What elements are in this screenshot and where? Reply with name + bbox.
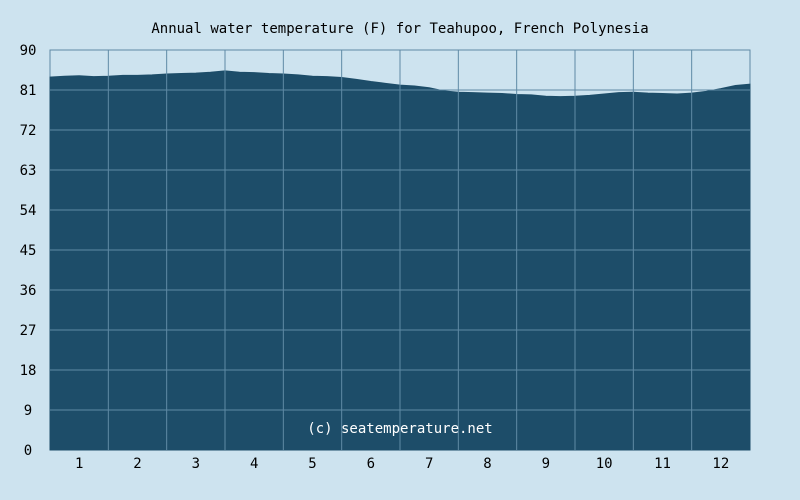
x-tick-label: 7 [425, 456, 433, 472]
x-tick-label: 6 [367, 456, 375, 472]
x-tick-label: 12 [712, 456, 729, 472]
plot-area [49, 49, 751, 451]
x-axis: 1 2 3 4 5 6 7 8 9 10 11 12 [75, 456, 729, 472]
x-tick-label: 9 [542, 456, 550, 472]
y-tick-label: 54 [20, 203, 37, 219]
y-tick-label: 27 [20, 323, 37, 339]
y-tick-label: 63 [20, 163, 37, 179]
y-tick-label: 81 [20, 83, 37, 99]
x-tick-label: 8 [483, 456, 491, 472]
x-tick-label: 3 [192, 456, 200, 472]
y-axis: 0 9 18 27 36 45 54 63 72 81 90 [20, 43, 37, 459]
x-tick-label: 10 [596, 456, 613, 472]
y-tick-label: 90 [20, 43, 37, 59]
chart-title: Annual water temperature (F) for Teahupo… [151, 21, 648, 37]
x-tick-label: 2 [133, 456, 141, 472]
x-tick-label: 4 [250, 456, 258, 472]
y-tick-label: 72 [20, 123, 37, 139]
y-tick-label: 45 [20, 243, 37, 259]
x-tick-label: 5 [308, 456, 316, 472]
x-tick-label: 11 [654, 456, 671, 472]
x-tick-label: 1 [75, 456, 83, 472]
watermark-text: (c) seatemperature.net [307, 421, 492, 437]
y-tick-label: 18 [20, 363, 37, 379]
y-tick-label: 0 [24, 443, 32, 459]
y-tick-label: 36 [20, 283, 37, 299]
y-tick-label: 9 [24, 403, 32, 419]
